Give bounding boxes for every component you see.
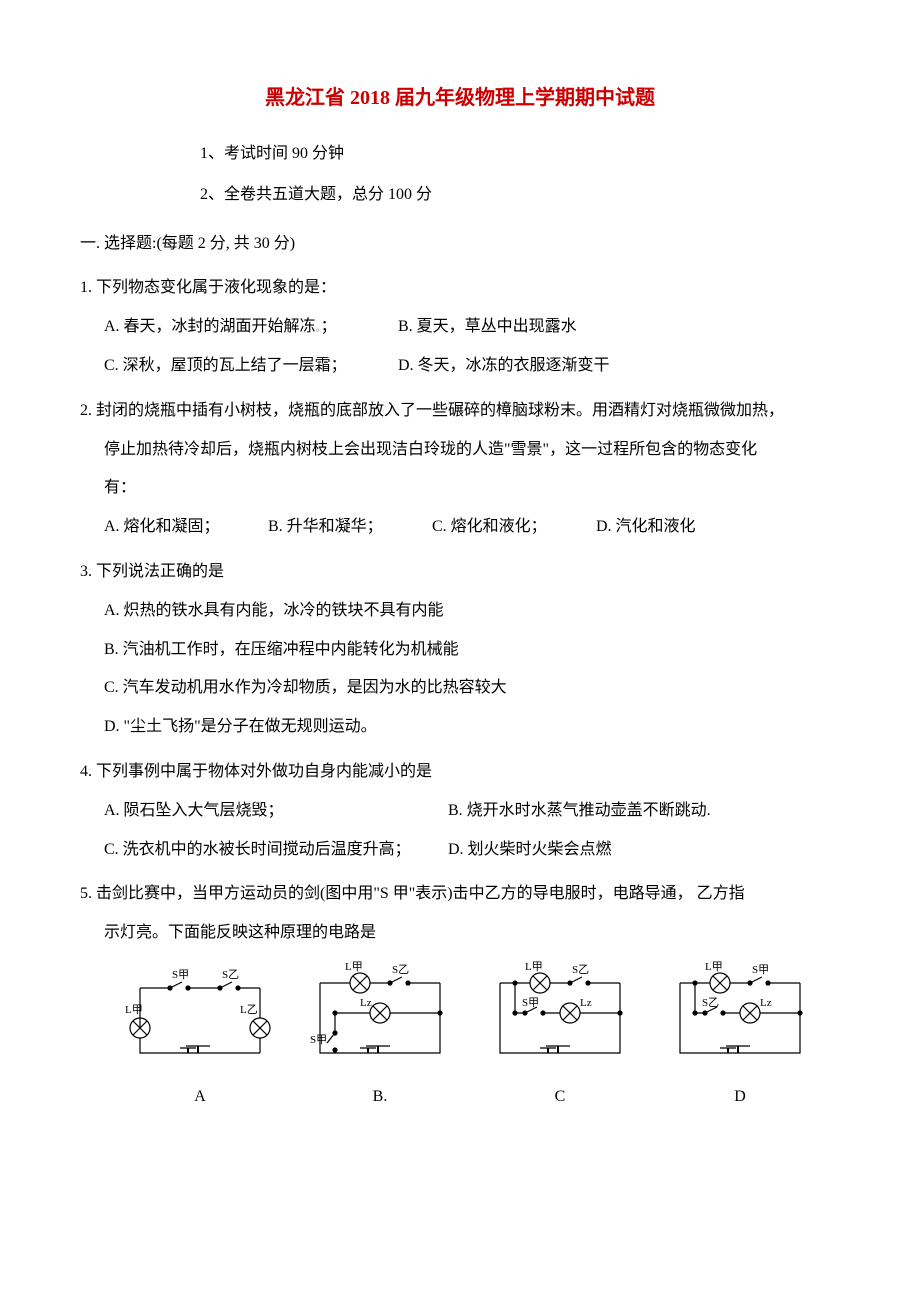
label-s-jia: S甲 <box>752 964 769 976</box>
q3-optA: A. 炽热的铁水具有内能，冰冷的铁块不具有内能 <box>80 597 840 626</box>
circuit-D: L甲 S甲 S乙 Lz <box>660 958 820 1079</box>
q3-optD: D. "尘土飞扬"是分子在做无规则运动。 <box>80 713 840 742</box>
label-l-z: Lz <box>580 997 592 1009</box>
section-1-header: 一. 选择题:(每题 2 分, 共 30 分) <box>80 230 840 259</box>
q4-optB: B. 烧开水时水蒸气推动壶盖不断跳动. <box>448 802 711 819</box>
question-2: 2. 封闭的烧瓶中插有小树枝，烧瓶的底部放入了一些碾碎的樟脑球粉末。用酒精灯对烧… <box>80 397 840 542</box>
q2-optB: B. 升华和凝华； <box>268 513 428 542</box>
q2-line3: 有： <box>80 474 840 503</box>
q2-line2: 停止加热待冷却后，烧瓶内树枝上会出现洁白玲珑的人造"雪景"，这一过程所包含的物态… <box>80 436 840 465</box>
circuit-A: S甲 S乙 L甲 L乙 <box>120 958 280 1079</box>
label-l-z: Lz <box>760 997 772 1009</box>
circuit-labels: A B. C D <box>80 1083 840 1112</box>
q4-optA: A. 陨石坠入大气层烧毁； <box>104 797 444 826</box>
q2-options: A. 熔化和凝固； B. 升华和凝华； C. 熔化和液化； D. 汽化和液化 <box>80 513 840 542</box>
label-D: D <box>660 1083 820 1112</box>
label-l-z: Lz <box>360 997 372 1009</box>
question-4: 4. 下列事例中属于物体对外做功自身内能减小的是 A. 陨石坠入大气层烧毁； B… <box>80 758 840 864</box>
q2-optA: A. 熔化和凝固； <box>104 513 264 542</box>
q1-optA: A. 春天，冰封的湖面开始解冻。； <box>104 313 394 342</box>
q2-optD: D. 汽化和液化 <box>596 513 756 542</box>
q4-text: 4. 下列事例中属于物体对外做功自身内能减小的是 <box>80 758 840 787</box>
question-5: 5. 击剑比赛中，当甲方运动员的剑(图中用"S 甲"表示)击中乙方的导电服时，电… <box>80 880 840 1111</box>
circuit-B: L甲 S乙 Lz S甲 <box>300 958 460 1079</box>
q4-optD: D. 划火柴时火柴会点燃 <box>448 841 612 858</box>
q4-row1: A. 陨石坠入大气层烧毁； B. 烧开水时水蒸气推动壶盖不断跳动. <box>80 797 840 826</box>
meta-score: 2、全卷共五道大题，总分 100 分 <box>200 181 840 210</box>
q4-optC: C. 洗衣机中的水被长时间搅动后温度升高； <box>104 836 444 865</box>
label-s-jia: S甲 <box>172 969 189 981</box>
q3-optB: B. 汽油机工作时，在压缩冲程中内能转化为机械能 <box>80 636 840 665</box>
label-l-jia: L甲 <box>525 961 543 973</box>
meta-time: 1、考试时间 90 分钟 <box>200 140 840 169</box>
q2-optC: C. 熔化和液化； <box>432 513 592 542</box>
label-l-jia: L甲 <box>345 961 363 973</box>
label-l-yi: L乙 <box>240 1003 258 1016</box>
label-l-jia: L甲 <box>125 1004 143 1016</box>
label-s-jia: S甲 <box>310 1034 327 1046</box>
q1-row1: A. 春天，冰封的湖面开始解冻。； B. 夏天，草丛中出现露水 <box>80 313 840 342</box>
q1-optC: C. 深秋，屋顶的瓦上结了一层霜； <box>104 352 394 381</box>
label-s-yi: S乙 <box>572 963 589 976</box>
q1-row2: C. 深秋，屋顶的瓦上结了一层霜； D. 冬天，冰冻的衣服逐渐变干 <box>80 352 840 381</box>
question-1: 1. 下列物态变化属于液化现象的是： A. 春天，冰封的湖面开始解冻。； B. … <box>80 274 840 380</box>
label-s-jia: S甲 <box>522 997 539 1009</box>
q5-line2: 示灯亮。下面能反映这种原理的电路是 <box>80 919 840 948</box>
q1-optB: B. 夏天，草丛中出现露水 <box>398 318 577 335</box>
q1-text: 1. 下列物态变化属于液化现象的是： <box>80 274 840 303</box>
circuit-C: L甲 S乙 S甲 Lz <box>480 958 640 1079</box>
label-B: B. <box>300 1083 460 1112</box>
q5-line1: 5. 击剑比赛中，当甲方运动员的剑(图中用"S 甲"表示)击中乙方的导电服时，电… <box>80 880 840 909</box>
q4-row2: C. 洗衣机中的水被长时间搅动后温度升高； D. 划火柴时火柴会点燃 <box>80 836 840 865</box>
q2-line1: 2. 封闭的烧瓶中插有小树枝，烧瓶的底部放入了一些碾碎的樟脑球粉末。用酒精灯对烧… <box>80 397 840 426</box>
question-3: 3. 下列说法正确的是 A. 炽热的铁水具有内能，冰冷的铁块不具有内能 B. 汽… <box>80 558 840 742</box>
q3-text: 3. 下列说法正确的是 <box>80 558 840 587</box>
q1-optD: D. 冬天，冰冻的衣服逐渐变干 <box>398 357 610 374</box>
label-l-jia: L甲 <box>705 961 723 973</box>
label-A: A <box>120 1083 280 1112</box>
exam-title: 黑龙江省 2018 届九年级物理上学期期中试题 <box>80 80 840 116</box>
circuit-diagrams: S甲 S乙 L甲 L乙 <box>80 958 840 1079</box>
label-C: C <box>480 1083 640 1112</box>
label-s-yi: S乙 <box>702 996 719 1009</box>
label-s-yi: S乙 <box>222 968 239 981</box>
label-s-yi: S乙 <box>392 963 409 976</box>
q3-optC: C. 汽车发动机用水作为冷却物质，是因为水的比热容较大 <box>80 674 840 703</box>
